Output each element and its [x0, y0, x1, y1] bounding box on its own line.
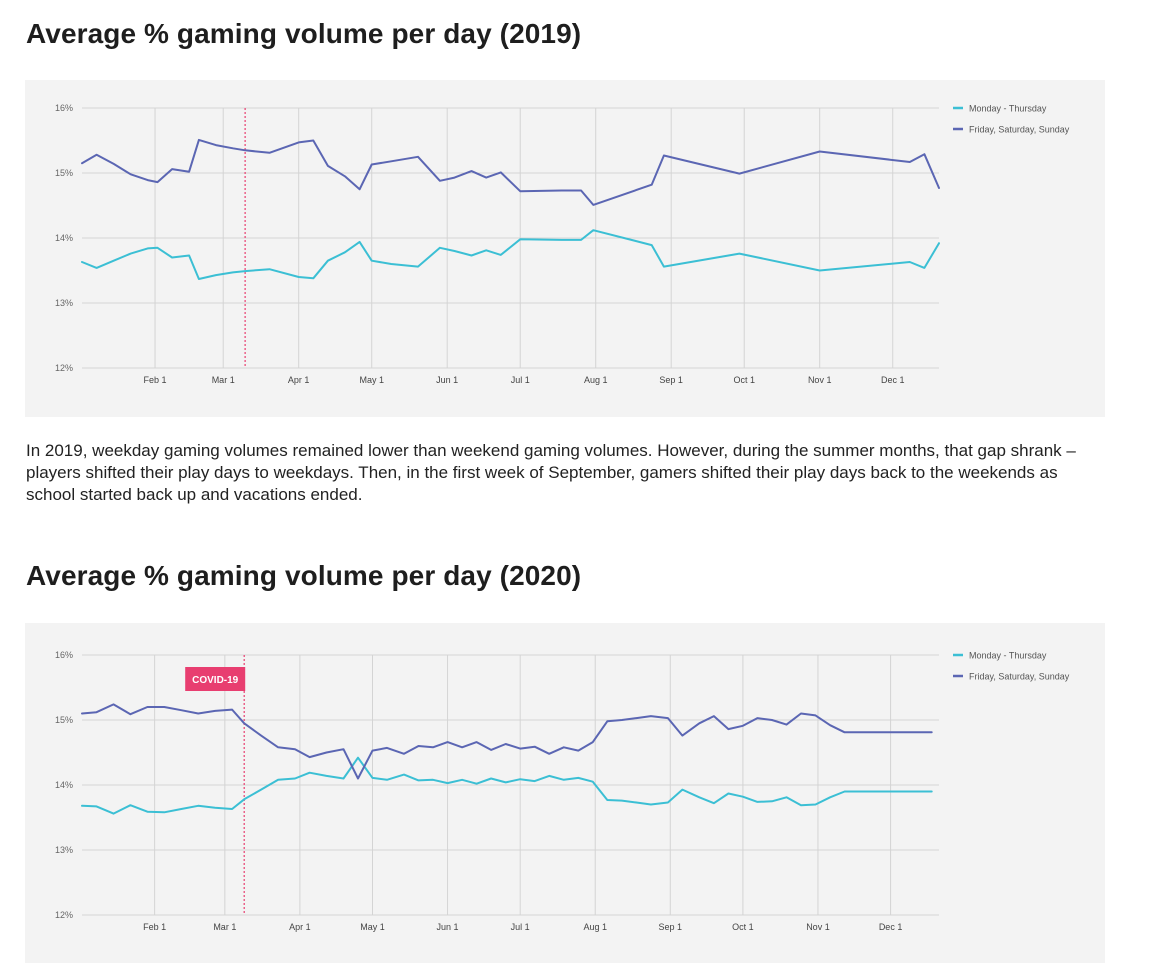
chart-2020-x-tick-label: Jun 1	[437, 922, 459, 932]
chart-2019-legend-label: Monday - Thursday	[969, 104, 1047, 114]
chart-2020-x-tick-label: Nov 1	[806, 922, 830, 932]
chart-2019-x-tick-label: May 1	[359, 375, 384, 385]
chart-2019-x-tick-label: Feb 1	[144, 375, 167, 385]
chart-2019-x-tick-label: Aug 1	[584, 375, 608, 385]
chart-2020-x-tick-label: Mar 1	[213, 922, 236, 932]
chart-2019-x-tick-label: Dec 1	[881, 375, 905, 385]
chart-2020-annotation-label: COVID-19	[192, 675, 239, 686]
chart-2019-y-tick-label: 13%	[55, 298, 73, 308]
chart-2020-x-tick-label: Feb 1	[143, 922, 166, 932]
chart-2020-annotation-badge	[185, 667, 246, 691]
chart-2020-y-tick-label: 15%	[55, 715, 73, 725]
chart-2020-y-tick-label: 12%	[55, 910, 73, 920]
chart-2019-y-tick-label: 12%	[55, 363, 73, 373]
chart-2020-x-tick-label: Aug 1	[583, 922, 607, 932]
chart-2020-x-tick-label: Oct 1	[732, 922, 754, 932]
chart-2020: 12% 13% 14% 15% 16% Feb 1 Mar 1 Apr 1 May 1 Jun 1…	[25, 623, 1105, 963]
chart-2019-series-weekend-line	[81, 138, 940, 206]
chart-2020-x-tick-label: Jul 1	[511, 922, 530, 932]
chart-2019-x-tick-label: Oct 1	[733, 375, 755, 385]
chart-2020-series-weekday-line	[81, 756, 933, 815]
chart-2019-x-tick-label: Jun 1	[436, 375, 458, 385]
chart-2020-svg: 12% 13% 14% 15% 16% Feb 1 Mar 1 Apr 1 May 1 Jun 1…	[55, 650, 1070, 932]
chart-2020-x-tick-label: Apr 1	[289, 922, 311, 932]
chart-2019-description: In 2019, weekday gaming volumes remained…	[26, 441, 1076, 504]
chart-2020-legend-label: Monday - Thursday	[969, 651, 1047, 661]
chart-2020-x-tick-label: Dec 1	[879, 922, 903, 932]
chart-2020-y-tick-label: 14%	[55, 780, 73, 790]
chart-2019-x-tick-label: Apr 1	[288, 375, 310, 385]
chart-2020-heading: Average % gaming volume per day (2020)	[26, 560, 582, 591]
chart-2019-y-tick-label: 16%	[55, 103, 73, 113]
chart-2019-series-weekday-line	[81, 229, 940, 280]
chart-2019-x-tick-label: Mar 1	[212, 375, 235, 385]
chart-2019-x-tick-label: Nov 1	[808, 375, 832, 385]
chart-2019: 12% 13% 14% 15% 16% Feb 1 Mar 1 Apr 1 May 1 Jun 1…	[25, 80, 1105, 417]
chart-2019-legend-label: Friday, Saturday, Sunday	[969, 125, 1070, 135]
chart-2019-y-tick-label: 15%	[55, 168, 73, 178]
chart-2019-x-tick-label: Sep 1	[659, 375, 683, 385]
chart-2020-legend-label: Friday, Saturday, Sunday	[969, 672, 1070, 682]
chart-2019-heading: Average % gaming volume per day (2019)	[26, 18, 582, 49]
chart-2020-y-tick-label: 16%	[55, 650, 73, 660]
chart-2020-series-weekend-line	[81, 703, 933, 780]
chart-2019-x-tick-label: Jul 1	[511, 375, 530, 385]
chart-2020-x-tick-label: Sep 1	[659, 922, 683, 932]
chart-2019-y-tick-label: 14%	[55, 233, 73, 243]
chart-2020-x-tick-label: May 1	[360, 922, 385, 932]
chart-2020-y-tick-label: 13%	[55, 845, 73, 855]
chart-2019-svg: 12% 13% 14% 15% 16% Feb 1 Mar 1 Apr 1 May 1 Jun 1…	[55, 103, 1070, 385]
